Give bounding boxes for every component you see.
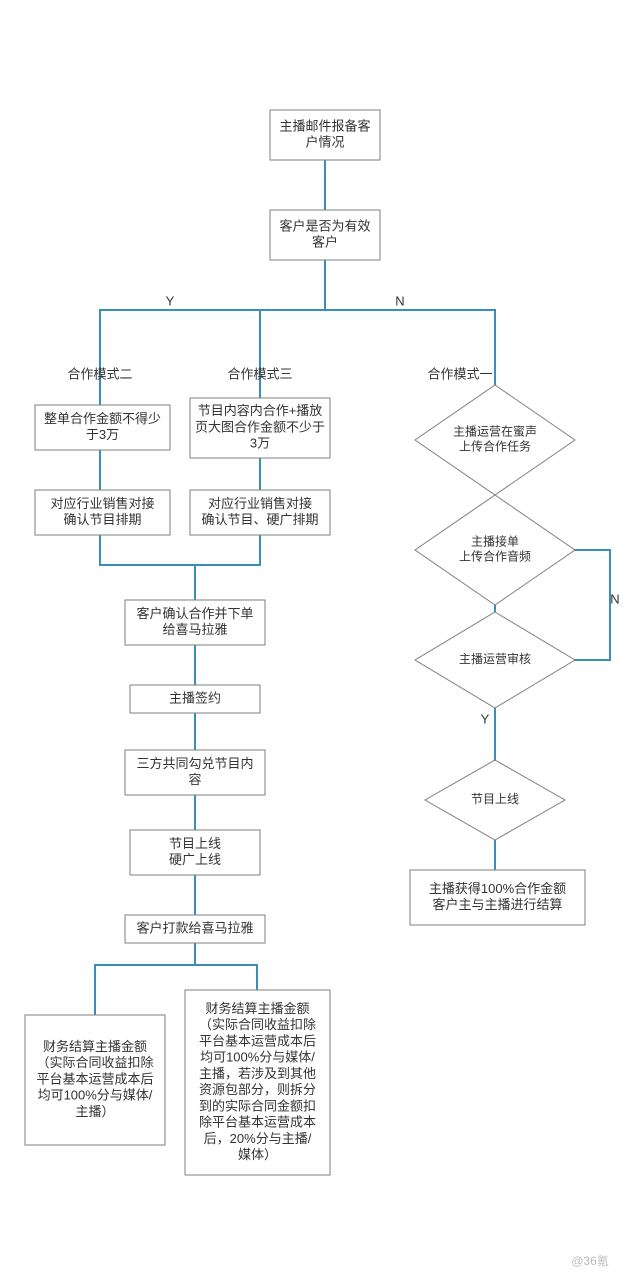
svg-text:客户是否为有效: 客户是否为有效 <box>279 218 370 233</box>
svg-text:资源包部分，则拆分: 资源包部分，则拆分 <box>199 1082 316 1097</box>
svg-text:客户主与主播进行结算: 客户主与主播进行结算 <box>432 897 562 912</box>
watermark: @36氪 <box>571 1253 609 1268</box>
svg-text:客户打款给喜马拉雅: 客户打款给喜马拉雅 <box>136 920 253 935</box>
branch-label: 合作模式一 <box>427 366 492 381</box>
flowchart-canvas: Y N Y N 主播邮件报备客户情况客户是否为有效客户合作模式二 合作模式三 合作模式一整单… <box>0 0 640 1275</box>
branch-label: 合作模式三 <box>227 366 292 381</box>
svg-text:客户确认合作并下单: 客户确认合作并下单 <box>136 606 253 621</box>
svg-text:于3万: 于3万 <box>86 427 119 442</box>
svg-text:主播获得100%合作金额: 主播获得100%合作金额 <box>429 881 566 896</box>
svg-text:除平台基本运营成本: 除平台基本运营成本 <box>199 1115 316 1130</box>
svg-text:（实际合同收益扣除: （实际合同收益扣除 <box>199 1017 316 1032</box>
flow-edge <box>195 965 257 990</box>
svg-text:硬广上线: 硬广上线 <box>169 852 221 867</box>
svg-text:上传合作音频: 上传合作音频 <box>459 549 531 564</box>
flow-edge <box>100 535 195 600</box>
svg-text:容: 容 <box>188 772 201 787</box>
flow-edge <box>195 535 260 565</box>
svg-text:上传合作任务: 上传合作任务 <box>459 439 531 454</box>
edge-label: Y <box>481 711 490 726</box>
svg-text:均可100%分与媒体/: 均可100%分与媒体/ <box>38 1088 153 1103</box>
svg-text:媒体）: 媒体） <box>238 1147 277 1162</box>
svg-text:节目上线: 节目上线 <box>169 836 221 851</box>
edge-label: N <box>395 293 404 308</box>
edge-label: N <box>610 591 619 606</box>
svg-text:主播接单: 主播接单 <box>471 534 519 549</box>
branch-label: 合作模式二 <box>67 366 132 381</box>
svg-text:主播运营审核: 主播运营审核 <box>459 651 531 666</box>
svg-text:平台基本运营成本后: 平台基本运营成本后 <box>36 1071 153 1086</box>
svg-text:节目内容内合作+播放: 节目内容内合作+播放 <box>198 403 323 418</box>
svg-text:对应行业销售对接: 对应行业销售对接 <box>208 496 312 511</box>
svg-text:主播，若涉及到其他: 主播，若涉及到其他 <box>199 1066 316 1081</box>
svg-text:客户: 客户 <box>312 235 338 250</box>
svg-text:后，20%分与主播/: 后，20%分与主播/ <box>204 1131 312 1146</box>
svg-text:平台基本运营成本后: 平台基本运营成本后 <box>199 1033 316 1048</box>
svg-text:确认节目排期: 确认节目排期 <box>63 512 141 527</box>
svg-text:对应行业销售对接: 对应行业销售对接 <box>50 496 154 511</box>
svg-text:3万: 3万 <box>250 436 270 451</box>
svg-text:页大图合作金额不少于: 页大图合作金额不少于 <box>195 419 325 434</box>
flow-edge <box>100 310 325 405</box>
svg-text:户情况: 户情况 <box>305 135 344 150</box>
svg-text:节目上线: 节目上线 <box>471 792 519 806</box>
svg-text:财务结算主播金额: 财务结算主播金额 <box>205 1001 309 1016</box>
svg-text:到的实际合同金额扣: 到的实际合同金额扣 <box>199 1098 316 1113</box>
svg-text:主播签约: 主播签约 <box>169 690 221 705</box>
svg-text:确认节目、硬广排期: 确认节目、硬广排期 <box>201 512 318 527</box>
svg-text:主播）: 主播） <box>75 1104 114 1119</box>
svg-text:财务结算主播金额: 财务结算主播金额 <box>43 1039 147 1054</box>
flow-edge <box>95 943 195 1015</box>
svg-text:给喜马拉雅: 给喜马拉雅 <box>162 622 227 637</box>
svg-text:主播邮件报备客: 主播邮件报备客 <box>279 118 370 133</box>
svg-text:整单合作金额不得少: 整单合作金额不得少 <box>44 411 161 426</box>
svg-text:（实际合同收益扣除: （实际合同收益扣除 <box>36 1055 153 1070</box>
edge-label: Y <box>166 293 175 308</box>
svg-text:三方共同勾兑节目内: 三方共同勾兑节目内 <box>136 756 253 771</box>
svg-text:主播运营在蜜声: 主播运营在蜜声 <box>453 424 537 439</box>
svg-text:均可100%分与媒体/: 均可100%分与媒体/ <box>200 1050 315 1065</box>
